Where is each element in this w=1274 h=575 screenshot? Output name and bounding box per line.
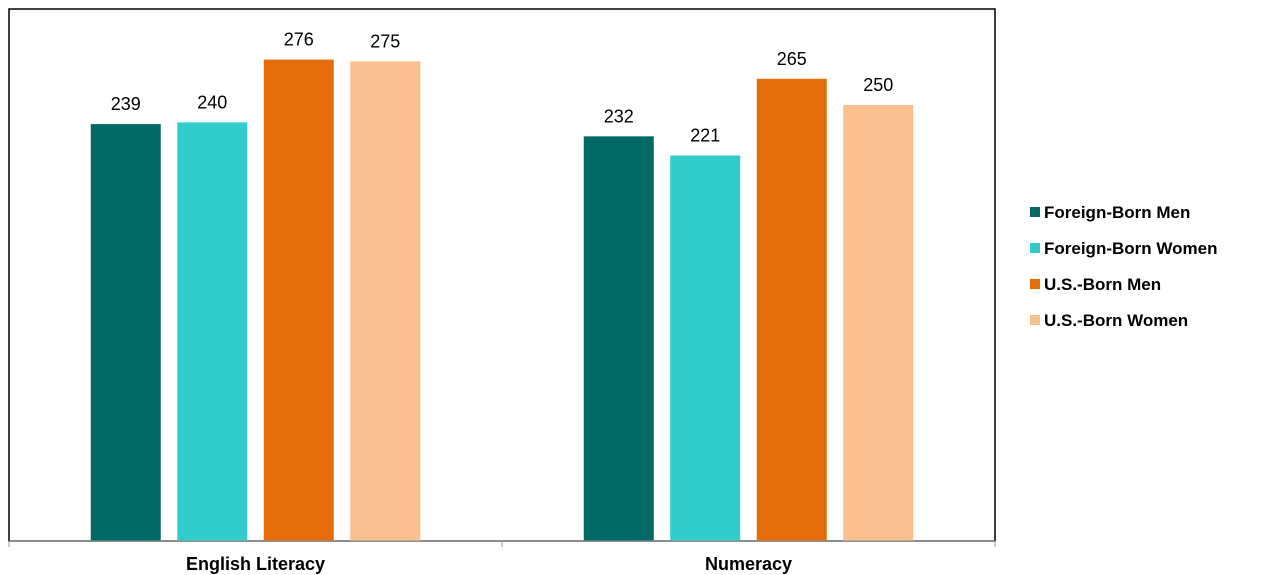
legend-swatch-u-s-born-men [1030, 279, 1040, 289]
value-label-english-literacy-u-s-born-men: 276 [284, 30, 314, 50]
legend-label-u-s-born-men: U.S.-Born Men [1044, 275, 1161, 294]
legend-swatch-foreign-born-women [1030, 243, 1040, 253]
bar-english-literacy-foreign-born-men [90, 124, 161, 542]
value-labels-layer: 239 240 276 275 232 221 265 250 [111, 30, 894, 146]
value-label-english-literacy-u-s-born-women: 275 [370, 31, 400, 51]
bar-numeracy-u-s-born-women [843, 104, 914, 542]
bar-english-literacy-u-s-born-women [350, 61, 421, 541]
plot-area-frame [8, 8, 996, 542]
value-label-english-literacy-foreign-born-women: 240 [197, 92, 227, 112]
x-axis: English Literacy Numeracy [8, 540, 996, 574]
value-label-numeracy-foreign-born-women: 221 [690, 126, 720, 146]
category-label-english-literacy: English Literacy [186, 554, 325, 574]
value-label-english-literacy-foreign-born-men: 239 [111, 94, 141, 114]
legend-label-foreign-born-men: Foreign-Born Men [1044, 203, 1190, 222]
value-label-numeracy-u-s-born-men: 265 [777, 49, 807, 69]
legend-swatch-foreign-born-men [1030, 207, 1040, 217]
legend: Foreign-Born Men Foreign-Born Women U.S.-B… [1030, 203, 1217, 330]
legend-swatch-u-s-born-women [1030, 315, 1040, 325]
bar-english-literacy-foreign-born-women [177, 122, 248, 542]
value-label-numeracy-u-s-born-women: 250 [863, 75, 893, 95]
bar-numeracy-u-s-born-men [756, 78, 827, 541]
bar-numeracy-foreign-born-men [583, 136, 654, 541]
bar-english-literacy-u-s-born-men [263, 59, 334, 541]
bars-layer [90, 59, 914, 542]
bar-numeracy-foreign-born-women [670, 155, 741, 541]
legend-label-foreign-born-women: Foreign-Born Women [1044, 239, 1217, 258]
legend-label-u-s-born-women: U.S.-Born Women [1044, 311, 1188, 330]
category-label-numeracy: Numeracy [705, 554, 792, 574]
value-label-numeracy-foreign-born-men: 232 [604, 106, 634, 126]
